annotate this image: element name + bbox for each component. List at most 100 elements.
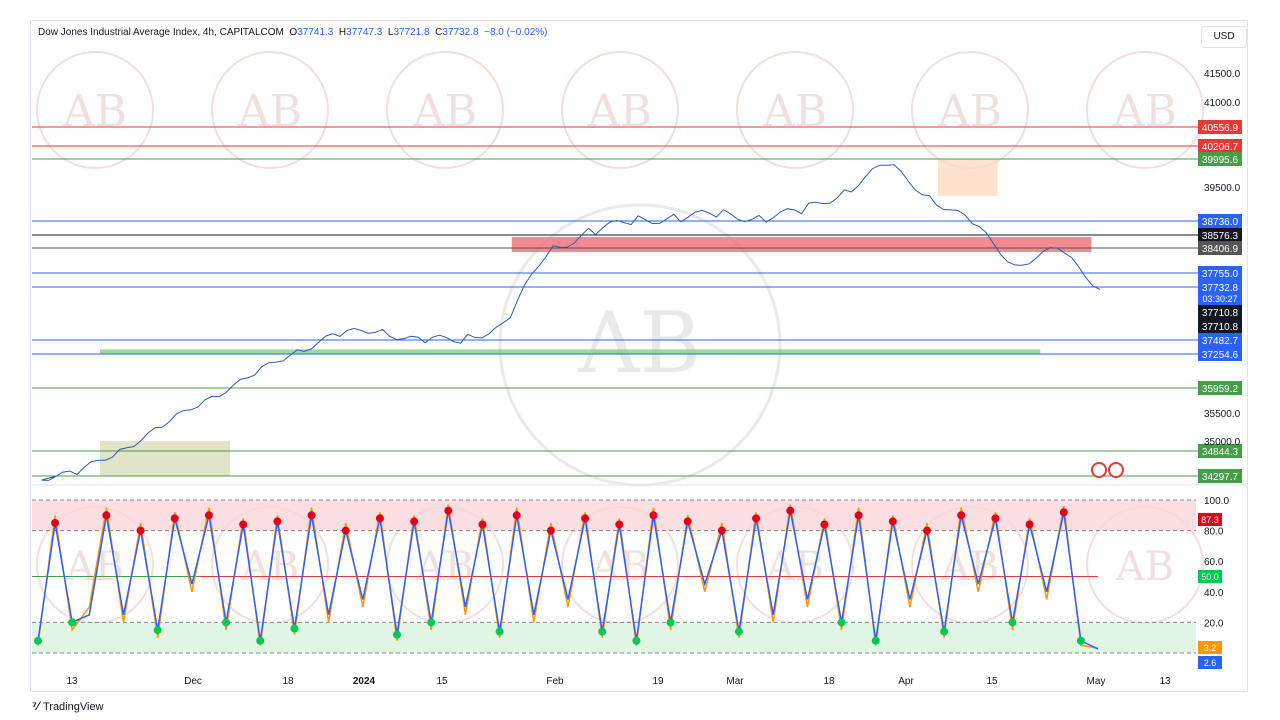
- symbol-title[interactable]: Dow Jones Industrial Average Index, 4h, …: [38, 27, 284, 38]
- oversold-dot: [153, 626, 162, 635]
- price-label-11: 37254.6: [1202, 350, 1239, 361]
- chart-frame: [30, 20, 1248, 692]
- overbought-dot: [307, 511, 316, 520]
- overbought-dot: [102, 511, 111, 520]
- watermark-text-lower: AB: [590, 544, 649, 590]
- oversold-dot: [427, 618, 436, 627]
- time-axis-tick-4: 15: [436, 676, 448, 687]
- tv-logo-text: TradingView: [42, 701, 104, 713]
- time-axis-tick-2: 18: [282, 676, 294, 687]
- overbought-dot: [1025, 520, 1034, 529]
- watermark-text: AB: [587, 86, 652, 137]
- time-axis-tick-10: 15: [986, 676, 998, 687]
- price-label-13: 34844.3: [1202, 447, 1239, 458]
- close-value: 37732.8: [442, 27, 479, 38]
- high-value: 37747.3: [346, 27, 383, 38]
- watermark-ring: [1086, 51, 1204, 169]
- overbought-dot: [923, 526, 932, 535]
- overbought-dot: [375, 514, 384, 523]
- oversold-dot: [666, 618, 675, 627]
- oversold-dot: [256, 636, 265, 645]
- flag-badge-1: [1091, 462, 1107, 478]
- low-value: 37721.8: [393, 27, 430, 38]
- tradingview-logo[interactable]: ⁷⁄ TradingView: [32, 699, 104, 713]
- overbought-dot: [615, 520, 624, 529]
- overbought-dot: [581, 514, 590, 523]
- flag-badge-2: [1108, 462, 1124, 478]
- oversold-dot: [1008, 618, 1017, 627]
- stoch-axis-tick-4: 20.0: [1204, 618, 1224, 629]
- price-label-bg-13: [1198, 444, 1242, 458]
- price-label-bg-5: [1198, 241, 1242, 255]
- center-watermark-text: AB: [578, 294, 701, 392]
- stoch-overbought-band: [32, 500, 1196, 531]
- stoch-value-bg-1: [1198, 570, 1222, 583]
- stoch-axis-tick-3: 40.0: [1204, 588, 1224, 599]
- watermark-ring: [36, 51, 154, 169]
- overbought-dot: [649, 511, 658, 520]
- overbought-dot: [546, 526, 555, 535]
- price-label-4: 38576.3: [1202, 231, 1239, 242]
- overbought-dot: [204, 511, 213, 520]
- price-label-1: 40206.7: [1202, 142, 1239, 153]
- stoch-value-label-3: 2.6: [1204, 658, 1217, 668]
- overbought-dot: [820, 520, 829, 529]
- stoch-oversold-band: [32, 622, 1196, 653]
- watermark-text: AB: [1112, 86, 1177, 137]
- countdown-label: 03:30:27: [1202, 294, 1237, 304]
- price-label-bg-3: [1198, 214, 1242, 228]
- price-label-2: 39995.6: [1202, 155, 1239, 166]
- oversold-dot: [632, 636, 641, 645]
- price-axis-tick-2: 39500.0: [1204, 183, 1241, 194]
- price-label-bg-8: [1198, 305, 1242, 319]
- stoch-axis-tick-1: 80.0: [1204, 527, 1224, 538]
- watermark-ring: [386, 51, 504, 169]
- price-label-bg-2: [1198, 152, 1242, 166]
- price-label-3: 38736.0: [1202, 217, 1239, 228]
- oversold-dot: [290, 624, 299, 633]
- zone-3: [100, 441, 230, 476]
- oversold-dot: [393, 630, 402, 639]
- oversold-dot: [598, 627, 607, 636]
- oversold-dot: [734, 627, 743, 636]
- price-label-bg-7: [1198, 280, 1242, 294]
- stoch-value-bg-0: [1198, 513, 1222, 526]
- time-axis-tick-6: 19: [652, 676, 664, 687]
- price-label-bg-1: [1198, 139, 1242, 153]
- price-label-bg-11: [1198, 347, 1242, 361]
- price-label-14: 34297.7: [1202, 472, 1239, 483]
- watermark-text: AB: [762, 86, 827, 137]
- currency-button[interactable]: USD: [1201, 26, 1247, 48]
- overbought-dot: [239, 520, 248, 529]
- time-axis-tick-5: Feb: [546, 676, 564, 687]
- overbought-dot: [512, 511, 521, 520]
- watermark-ring: [561, 51, 679, 169]
- watermark-text: AB: [412, 86, 477, 137]
- zone-0: [511, 237, 1092, 253]
- oversold-dot: [495, 627, 504, 636]
- overbought-dot: [888, 517, 897, 526]
- price-label-bg-14: [1198, 469, 1242, 483]
- overbought-dot: [478, 520, 487, 529]
- watermark-text: AB: [62, 86, 127, 137]
- overbought-dot: [170, 514, 179, 523]
- open-value: 37741.3: [297, 27, 334, 38]
- overbought-dot: [683, 517, 692, 526]
- watermark-text: AB: [937, 86, 1002, 137]
- stoch-axis-tick-2: 60.0: [1204, 557, 1224, 568]
- stoch-value-label-1: 50.0: [1201, 572, 1219, 582]
- price-label-10: 37482.7: [1202, 336, 1239, 347]
- time-axis-tick-0: 13: [66, 676, 78, 687]
- time-axis-tick-12: 13: [1159, 676, 1171, 687]
- stoch-series-1: [37, 510, 1099, 650]
- price-label-bg-6: [1198, 266, 1242, 280]
- overbought-dot: [991, 514, 1000, 523]
- price-label-7: 37732.8: [1202, 283, 1239, 294]
- price-label-8: 37710.8: [1202, 308, 1239, 319]
- oversold-dot: [1076, 636, 1085, 645]
- stoch-value-bg-2: [1198, 641, 1222, 654]
- high-label: H: [338, 27, 347, 38]
- oversold-dot: [34, 636, 42, 645]
- overbought-dot: [786, 506, 795, 515]
